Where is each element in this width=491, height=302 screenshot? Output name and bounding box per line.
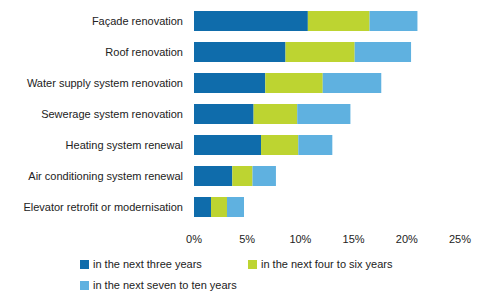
bars: [194, 11, 417, 217]
tick-label: 25%: [449, 233, 471, 245]
category-label: Water supply system renovation: [27, 77, 183, 89]
category-label: Air conditioning system renewal: [28, 170, 183, 182]
legend-swatch: [248, 260, 257, 269]
bar-segment: [298, 135, 332, 155]
bar-segment: [323, 73, 382, 93]
bar-segment: [232, 166, 252, 186]
legend-swatch: [80, 260, 89, 269]
category-label: Façade renovation: [92, 15, 183, 27]
bar-segment: [194, 42, 286, 62]
tick-label: 15%: [343, 233, 365, 245]
legend-swatch: [80, 281, 89, 290]
bar-segment: [194, 166, 232, 186]
legend-label: in the next four to six years: [261, 258, 393, 270]
bar-segment: [286, 42, 355, 62]
bar-segment: [308, 11, 370, 31]
tick-label: 20%: [396, 233, 418, 245]
bar-segment: [355, 42, 411, 62]
bar-segment: [265, 73, 322, 93]
bar-segment: [194, 197, 211, 217]
bar-segment: [194, 11, 308, 31]
legend-label: in the next three years: [93, 258, 202, 270]
bar-segment: [261, 135, 298, 155]
bar-segment: [194, 135, 261, 155]
category-label: Roof renovation: [105, 46, 183, 58]
category-label: Elevator retrofit or modernisation: [23, 201, 183, 213]
tick-label: 10%: [289, 233, 311, 245]
bar-segment: [254, 104, 298, 124]
category-label: Sewerage system renovation: [41, 108, 183, 120]
bar-segment: [194, 104, 254, 124]
bar-segment: [211, 197, 227, 217]
bar-segment: [253, 166, 276, 186]
category-label: Heating system renewal: [66, 139, 183, 151]
bar-segment: [370, 11, 418, 31]
bar-segment: [297, 104, 350, 124]
legend-label: in the next seven to ten years: [93, 279, 237, 291]
chart: Façade renovation Roof renovation Water su…: [0, 0, 491, 302]
bar-segment: [227, 197, 244, 217]
tick-label: 0%: [186, 233, 202, 245]
bar-segment: [194, 73, 265, 93]
tick-label: 5%: [239, 233, 255, 245]
